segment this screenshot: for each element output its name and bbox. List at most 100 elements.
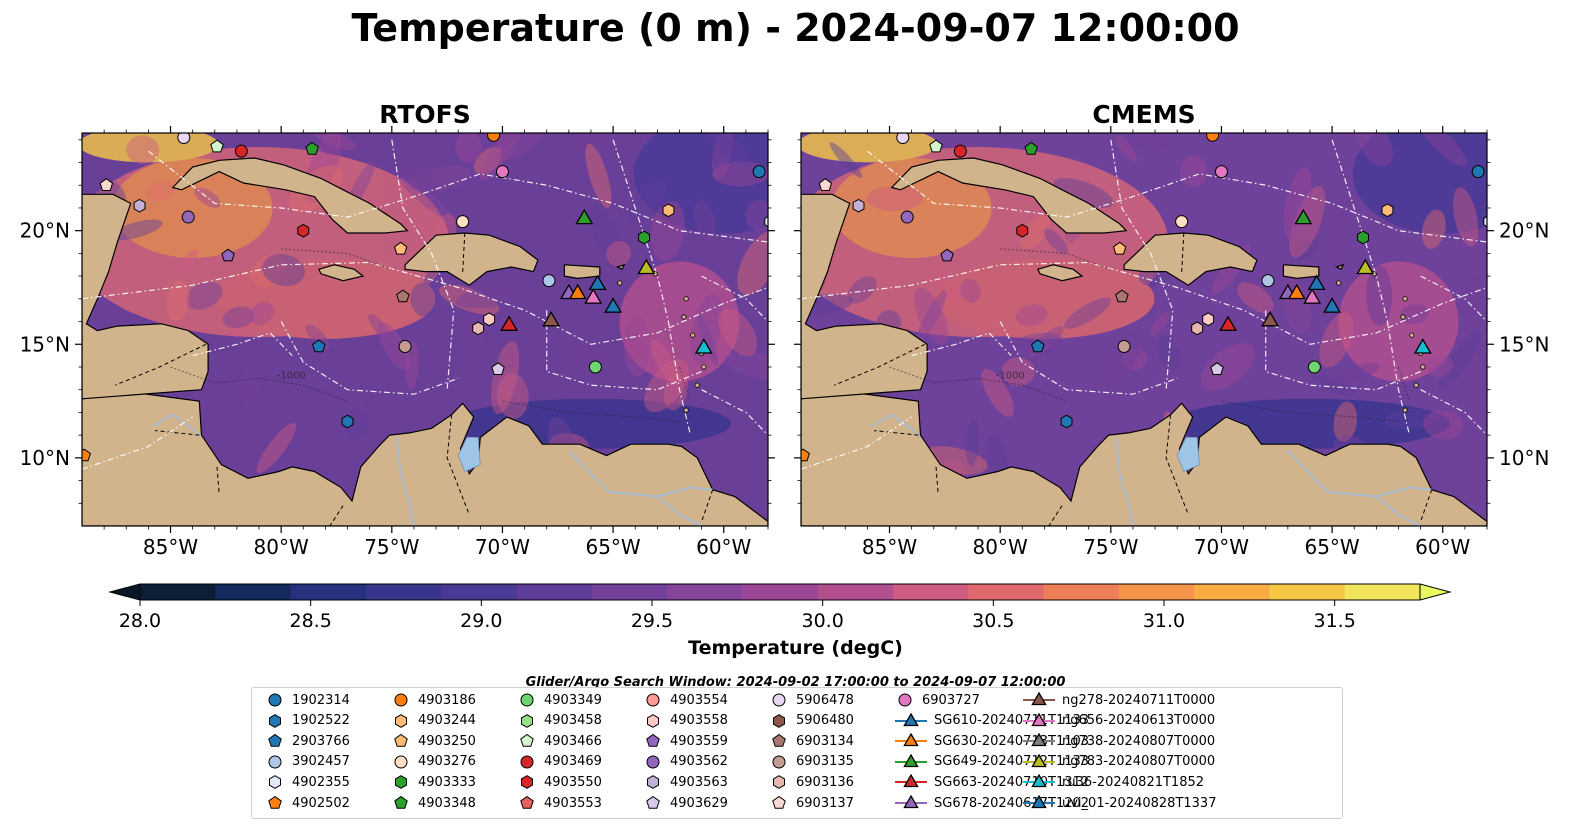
- lon-tick-label: 75°W: [1083, 535, 1138, 559]
- legend-item: SG610-20240711T1133: [894, 711, 1089, 731]
- legend-label: ng656-20240613T0000: [1062, 713, 1216, 729]
- colorbar-tick-label: 28.5: [289, 610, 332, 632]
- legend-label: 4903276: [418, 754, 476, 770]
- lon-tick-label: 60°W: [1415, 535, 1470, 559]
- legend-item: 4903562: [642, 752, 728, 772]
- legend-circle-icon: [520, 693, 534, 707]
- legend-label: uvi_01-20240828T1337: [1062, 795, 1217, 811]
- map-marker-2903766: [312, 339, 326, 353]
- legend-item: 4902502: [264, 793, 350, 813]
- legend-item: 5906480: [768, 711, 854, 731]
- map-marker-4902502: [82, 448, 91, 462]
- legend-triangle-icon: [1023, 774, 1055, 788]
- legend-item: ng783-20240807T0000: [1022, 752, 1215, 772]
- legend-label: 5906478: [796, 692, 854, 708]
- legend-item: ng738-20240807T0000: [1022, 731, 1215, 751]
- colorbar-tick-label: 30.0: [801, 610, 844, 632]
- map-marker-ng278-20240711T0000: [542, 311, 561, 327]
- map-marker-4903563: [852, 198, 865, 213]
- legend-circle-icon: [772, 693, 786, 707]
- map-marker-4903550: [297, 223, 310, 238]
- colorbar-segment: [441, 584, 517, 600]
- map-marker-3902457: [1261, 274, 1275, 288]
- lon-tick-label: 65°W: [1304, 535, 1359, 559]
- legend-label: 4902355: [292, 774, 350, 790]
- legend-label: 4903559: [670, 733, 728, 749]
- legend-pentagon-icon: [646, 734, 660, 747]
- colorbar-segment: [1194, 584, 1270, 600]
- legend-label: ng278-20240711T0000: [1062, 692, 1216, 708]
- map-marker-1902522: [1060, 414, 1073, 429]
- legend-item: 6903727: [894, 690, 980, 710]
- colorbar-segment: [1344, 584, 1421, 600]
- colorbar-tick-label: 30.5: [972, 610, 1015, 632]
- map-marker-SG649-20240712T1133: [1294, 208, 1313, 225]
- map-marker-4902502: [801, 448, 810, 462]
- panel-title-rtofs: RTOFS: [379, 100, 471, 129]
- colorbar: [108, 583, 1452, 606]
- legend-pentagon-icon: [772, 795, 786, 809]
- legend-circle-icon: [520, 755, 534, 769]
- legend-item: 6903137: [768, 793, 854, 813]
- colorbar-segment: [591, 584, 668, 600]
- legend-pentagon-icon: [268, 795, 282, 809]
- map-marker-4903333: [638, 230, 650, 245]
- legend-label: 4903348: [418, 795, 476, 811]
- map-marker-ng783-20240807T0000: [637, 258, 656, 275]
- colorbar-segment: [290, 584, 367, 600]
- legend-label: 6903136: [796, 774, 854, 790]
- legend-label: 4903458: [544, 713, 602, 729]
- legend-item: 4903458: [516, 711, 602, 731]
- legend-label: SG678-20240617T1202: [934, 795, 1090, 811]
- map-marker-4903559: [940, 248, 954, 262]
- legend-pentagon-icon: [520, 795, 534, 809]
- legend-triangle-icon: [1023, 712, 1055, 726]
- legend-triangle-icon: [895, 712, 927, 726]
- legend-label: 1902522: [292, 713, 350, 729]
- legend-item: 4903559: [642, 731, 728, 751]
- legend-hexagon-icon: [395, 775, 407, 790]
- legend-pentagon-icon: [772, 734, 786, 747]
- map-marker-6903134: [1115, 289, 1129, 303]
- legend-item: 6903136: [768, 772, 854, 792]
- legend-item: ru36-20240821T1852: [1022, 772, 1204, 792]
- map-marker-ng278-20240711T0000: [1261, 311, 1280, 327]
- legend-hexagon-icon: [521, 713, 533, 728]
- map-marker-6903135: [398, 340, 412, 354]
- legend-item: 4903563: [642, 772, 728, 792]
- legend-hexagon-icon: [773, 775, 785, 790]
- map-marker-SG610-20240711T1133: [588, 274, 607, 291]
- lon-tick-label: 85°W: [143, 535, 198, 559]
- legend-label: 4903562: [670, 754, 728, 770]
- legend-label: 4903558: [670, 713, 728, 729]
- map-marker-ru36-20240821T1852: [694, 338, 713, 354]
- legend-label: 1902314: [292, 692, 350, 708]
- legend-item: SG678-20240617T1202: [894, 793, 1089, 813]
- legend-label: 6903134: [796, 733, 854, 749]
- map-marker-4903562: [181, 210, 195, 224]
- legend-circle-icon: [394, 755, 408, 769]
- legend-pentagon-icon: [520, 734, 534, 747]
- legend-item: 4903558: [642, 711, 728, 731]
- colorbar-tick-label: 28.0: [118, 610, 162, 632]
- legend-hexagon-icon: [521, 775, 533, 790]
- map-marker-4903629: [1210, 362, 1224, 375]
- legend-label: ng783-20240807T0000: [1062, 754, 1216, 770]
- legend-item: 4902355: [264, 772, 350, 792]
- map-marker-4903466: [929, 139, 943, 153]
- colorbar-tick-label: 31.0: [1142, 610, 1186, 632]
- legend-circle-icon: [268, 755, 282, 769]
- map-marker-4903562: [900, 210, 914, 224]
- map-marker-ru36-20240821T1852: [1413, 338, 1432, 354]
- map-marker-4903186: [487, 133, 501, 142]
- legend-label: 4903466: [544, 733, 602, 749]
- map-marker-6903727: [1214, 165, 1228, 179]
- map-marker-4903469: [953, 144, 967, 158]
- legend-circle-icon: [646, 693, 660, 707]
- map-marker-ng656-20240613T0000: [1303, 288, 1322, 304]
- legend-item: 4903348: [390, 793, 476, 813]
- lat-tick-label: 20°N: [1499, 219, 1549, 243]
- legend-pentagon-icon: [646, 795, 660, 809]
- colorbar-segment: [365, 584, 442, 600]
- map-marker-SG663-20240710T1312: [1219, 315, 1238, 331]
